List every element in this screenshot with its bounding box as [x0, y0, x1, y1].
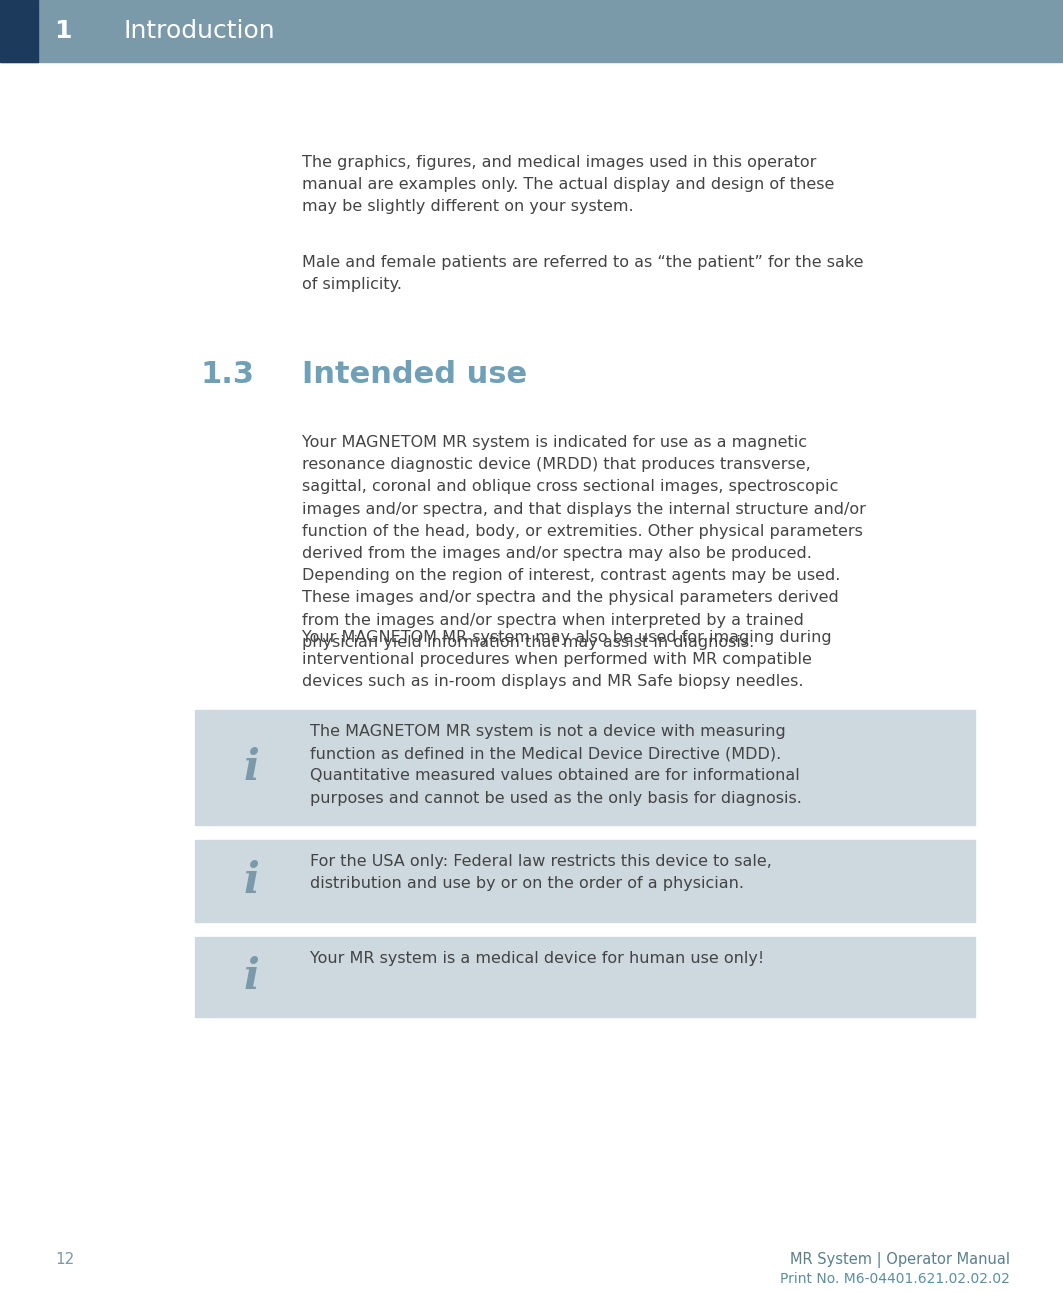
Text: For the USA only: Federal law restricts this device to sale,
distribution and us: For the USA only: Federal law restricts … — [310, 853, 772, 891]
Text: Print No. M6-04401.621.02.02.02: Print No. M6-04401.621.02.02.02 — [780, 1272, 1010, 1287]
Text: Intended use: Intended use — [302, 359, 527, 389]
Text: 1.3: 1.3 — [200, 359, 254, 389]
Text: Male and female patients are referred to as “the patient” for the sake
of simpli: Male and female patients are referred to… — [302, 255, 863, 292]
Bar — [0, 0, 1063, 62]
Bar — [195, 937, 975, 1018]
Text: The graphics, figures, and medical images used in this operator
manual are examp: The graphics, figures, and medical image… — [302, 155, 834, 215]
Text: 1: 1 — [54, 19, 71, 43]
Text: i: i — [244, 746, 260, 789]
Text: 12: 12 — [55, 1252, 74, 1267]
Text: Your MAGNETOM MR system may also be used for imaging during
interventional proce: Your MAGNETOM MR system may also be used… — [302, 630, 831, 689]
Text: MR System | Operator Manual: MR System | Operator Manual — [790, 1252, 1010, 1268]
Text: Introduction: Introduction — [123, 19, 274, 43]
Text: The MAGNETOM MR system is not a device with measuring
function as defined in the: The MAGNETOM MR system is not a device w… — [310, 724, 802, 806]
Text: Your MR system is a medical device for human use only!: Your MR system is a medical device for h… — [310, 950, 764, 966]
Text: i: i — [244, 956, 260, 998]
Text: i: i — [244, 860, 260, 903]
Text: Your MAGNETOM MR system is indicated for use as a magnetic
resonance diagnostic : Your MAGNETOM MR system is indicated for… — [302, 434, 866, 650]
Bar — [195, 840, 975, 922]
Bar — [0, 0, 38, 62]
Bar — [195, 710, 975, 825]
